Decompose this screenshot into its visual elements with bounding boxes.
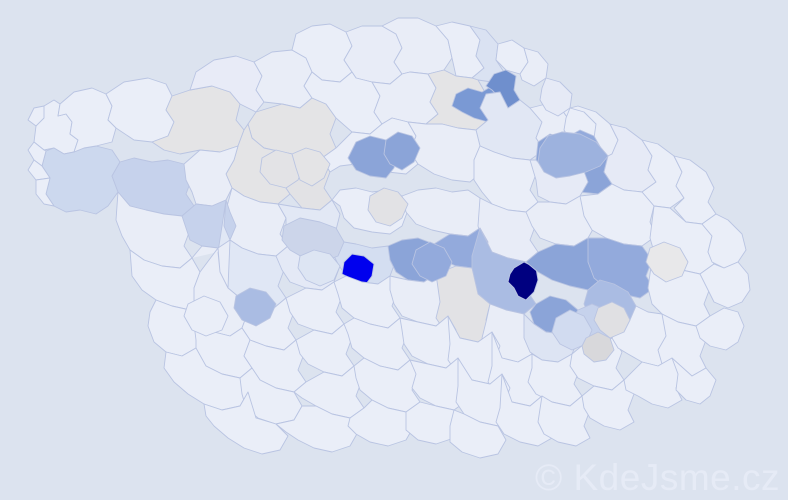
district-region[interactable] xyxy=(673,155,717,225)
district-region[interactable] xyxy=(537,395,591,447)
district-region[interactable] xyxy=(645,241,689,283)
district-region[interactable] xyxy=(281,217,345,263)
district-region[interactable] xyxy=(233,287,277,327)
district-region[interactable] xyxy=(297,249,341,287)
district-region[interactable] xyxy=(537,131,609,179)
district-region[interactable] xyxy=(581,331,615,363)
district-region[interactable] xyxy=(105,77,175,143)
district-region[interactable] xyxy=(699,261,751,309)
district-region[interactable] xyxy=(295,323,355,377)
district-region[interactable] xyxy=(285,281,345,335)
district-region[interactable] xyxy=(383,131,421,171)
district-region[interactable] xyxy=(57,87,117,153)
district-region[interactable] xyxy=(291,147,331,187)
district-region[interactable] xyxy=(593,301,631,339)
district-region[interactable] xyxy=(27,105,45,127)
district-region[interactable] xyxy=(411,241,453,283)
district-region[interactable] xyxy=(253,49,313,109)
district-region[interactable] xyxy=(343,317,411,371)
district-region[interactable] xyxy=(695,307,745,351)
district-region[interactable] xyxy=(581,379,635,431)
district-region[interactable] xyxy=(333,275,401,329)
district-region[interactable] xyxy=(259,149,305,189)
district-region[interactable] xyxy=(449,409,507,459)
district-region[interactable] xyxy=(407,121,483,183)
district-region[interactable] xyxy=(27,159,51,181)
district-region[interactable] xyxy=(367,187,409,227)
district-region[interactable] xyxy=(671,357,717,405)
district-region[interactable] xyxy=(623,357,683,409)
watermark-text: © KdeJsme.cz xyxy=(534,457,780,498)
district-region[interactable] xyxy=(469,25,505,83)
district-region[interactable] xyxy=(519,47,549,87)
district-region[interactable] xyxy=(401,187,487,237)
district-region[interactable] xyxy=(203,391,289,455)
district-region[interactable] xyxy=(539,77,573,117)
district-region[interactable] xyxy=(183,295,229,337)
district-region[interactable] xyxy=(353,357,421,413)
district-region[interactable] xyxy=(35,177,55,207)
district-layer xyxy=(27,17,751,459)
district-region[interactable] xyxy=(41,145,121,215)
